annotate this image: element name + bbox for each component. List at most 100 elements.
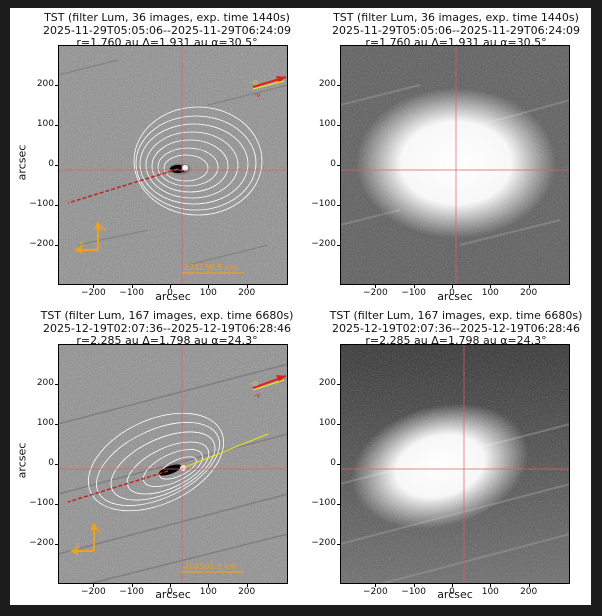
compass: N E — [74, 221, 106, 254]
y-tick-mark — [55, 424, 58, 425]
x-tick-mark — [246, 285, 248, 288]
compass-north-label: N — [97, 528, 102, 536]
velocity-direction-label: -v — [254, 91, 260, 99]
y-tick-mark — [55, 504, 58, 505]
y-tick-label: 200 — [318, 378, 336, 388]
y-tick-label: −100 — [29, 498, 54, 508]
compass: N E — [70, 522, 102, 555]
x-tick-mark — [528, 285, 530, 288]
x-tick-mark — [131, 584, 133, 587]
y-tick-label: 0 — [48, 159, 54, 169]
title-line: TST (filter Lum, 167 images, exp. time 6… — [329, 309, 583, 322]
y-tick-mark — [55, 125, 58, 126]
y-tick-label: −200 — [29, 538, 54, 548]
figure: TST (filter Lum, 36 images, exp. time 14… — [10, 8, 591, 605]
y-tick-mark — [337, 384, 340, 385]
title-line: TST (filter Lum, 167 images, exp. time 6… — [40, 309, 294, 322]
velocity-direction-label: -v — [254, 392, 260, 400]
x-tick-mark — [452, 285, 453, 288]
sun-direction-label: -⊙ — [250, 79, 258, 87]
title-line: r=2.285 au Δ=1.798 au α=24.3° — [76, 334, 258, 347]
y-tick-mark — [337, 544, 340, 545]
panel-title: TST (filter Lum, 167 images, exp. time 6… — [316, 309, 596, 348]
x-tick-mark — [131, 285, 133, 288]
x-tick-label: −100 — [119, 587, 145, 597]
y-tick-mark — [337, 125, 340, 126]
raw-image-panel-bottom — [340, 344, 570, 584]
x-tick-mark — [170, 584, 171, 587]
x-tick-mark — [93, 285, 95, 288]
y-tick-label: −200 — [311, 538, 336, 548]
compass-east-label: E — [80, 241, 84, 249]
y-tick-label: −100 — [311, 199, 336, 209]
panel-title: TST (filter Lum, 167 images, exp. time 6… — [27, 309, 307, 348]
x-tick-label: −100 — [401, 587, 427, 597]
x-tick-label: 200 — [520, 587, 538, 597]
title-line: 2025-12-19T02:07:36--2025-12-19T06:28:46 — [331, 321, 581, 335]
y-tick-label: 100 — [318, 119, 336, 129]
x-axis-label: arcsec — [437, 290, 473, 303]
title-line: 2025-11-29T05:05:06--2025-11-29T06:24:09 — [42, 23, 292, 37]
y-tick-label: 100 — [318, 418, 336, 428]
x-tick-mark — [490, 584, 492, 587]
raw-image-panel-top — [340, 45, 570, 285]
x-tick-mark — [170, 285, 171, 288]
processed-image-panel-top: -⊙ -v N E 224130.5 km — [58, 45, 288, 285]
y-tick-mark — [55, 245, 58, 246]
x-tick-mark — [452, 584, 453, 587]
x-tick-mark — [413, 584, 415, 587]
scale-bar-label: 224130.5 km — [184, 263, 237, 272]
sun-direction-label: -⊙ — [250, 380, 258, 388]
y-tick-label: 200 — [36, 378, 54, 388]
y-tick-mark — [337, 85, 340, 86]
compass-east-label: E — [76, 542, 80, 550]
x-tick-mark — [246, 584, 248, 587]
title-line: TST (filter Lum, 36 images, exp. time 14… — [44, 11, 290, 24]
x-tick-mark — [490, 285, 492, 288]
x-tick-label: 200 — [238, 288, 256, 298]
title-line: TST (filter Lum, 36 images, exp. time 14… — [333, 11, 579, 24]
direction-arrows: -⊙ -v — [250, 76, 287, 99]
x-tick-label: −100 — [401, 288, 427, 298]
y-tick-label: 100 — [36, 418, 54, 428]
y-tick-mark — [337, 464, 340, 465]
x-tick-label: 0 — [449, 587, 455, 597]
x-tick-mark — [208, 584, 210, 587]
y-tick-mark — [55, 544, 58, 545]
y-tick-label: −200 — [311, 239, 336, 249]
x-tick-label: 200 — [238, 587, 256, 597]
processed-image-panel-bottom: -⊙ -v N E 208591.5 km — [58, 344, 288, 584]
x-tick-mark — [375, 285, 377, 288]
x-tick-mark — [413, 285, 415, 288]
y-tick-mark — [55, 464, 58, 465]
scale-bar: 224130.5 km — [182, 263, 244, 274]
x-tick-label: 100 — [199, 288, 217, 298]
y-tick-mark — [337, 504, 340, 505]
x-tick-mark — [208, 285, 210, 288]
x-tick-label: −100 — [119, 288, 145, 298]
x-tick-label: 100 — [481, 587, 499, 597]
x-tick-mark — [375, 584, 377, 587]
x-tick-label: −200 — [80, 587, 106, 597]
scale-bar-label: 208591.5 km — [184, 562, 237, 571]
x-axis-label: arcsec — [155, 588, 191, 601]
title-line: 2025-12-19T02:07:36--2025-12-19T06:28:46 — [42, 321, 292, 335]
x-tick-label: −200 — [80, 288, 106, 298]
y-tick-label: 0 — [330, 159, 336, 169]
x-tick-label: −200 — [362, 587, 388, 597]
y-tick-label: 200 — [318, 79, 336, 89]
title-line: 2025-11-29T05:05:06--2025-11-29T06:24:09 — [331, 23, 581, 37]
y-tick-mark — [337, 245, 340, 246]
y-tick-label: 200 — [36, 79, 54, 89]
x-tick-label: 200 — [520, 288, 538, 298]
x-axis-label: arcsec — [437, 588, 473, 601]
y-tick-label: 0 — [48, 458, 54, 468]
x-tick-label: −200 — [362, 288, 388, 298]
x-tick-mark — [93, 584, 95, 587]
x-tick-label: 100 — [199, 587, 217, 597]
panel-title: TST (filter Lum, 36 images, exp. time 14… — [316, 11, 596, 50]
y-tick-label: 100 — [36, 119, 54, 129]
x-tick-label: 100 — [481, 288, 499, 298]
y-tick-label: 0 — [330, 458, 336, 468]
x-tick-mark — [528, 584, 530, 587]
